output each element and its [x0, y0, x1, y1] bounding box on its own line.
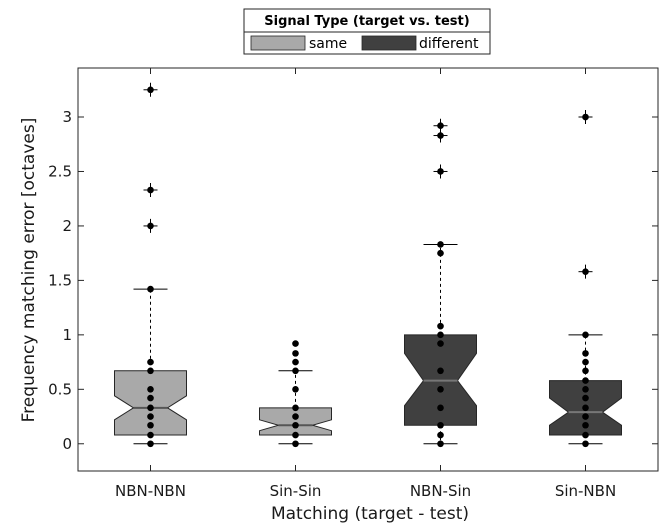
legend-title: Signal Type (target vs. test) — [264, 14, 469, 29]
data-point — [582, 358, 589, 366]
y-axis: 0 0.5 1 1.5 2 2.5 3 — [48, 108, 658, 453]
data-point — [437, 241, 444, 248]
data-point — [437, 440, 444, 448]
legend-label-same: same — [309, 36, 347, 52]
notched-box — [259, 407, 332, 436]
data-point — [582, 367, 589, 375]
x-tick-label: Sin-Sin — [270, 482, 322, 500]
data-point — [292, 413, 299, 420]
data-point — [147, 186, 154, 194]
box-group-nbn-nbn — [114, 82, 187, 448]
data-point — [292, 350, 299, 357]
legend-label-different: different — [419, 36, 479, 52]
data-point — [582, 377, 589, 384]
data-point — [147, 367, 154, 375]
notched-box — [114, 370, 187, 436]
data-point — [437, 340, 444, 347]
data-point — [292, 440, 299, 448]
data-point — [292, 358, 299, 366]
data-point — [437, 249, 444, 257]
x-tick-label: Sin-NBN — [555, 482, 616, 500]
data-point — [292, 340, 299, 347]
legend-swatch-same — [250, 35, 306, 51]
x-tick-label: NBN-Sin — [410, 482, 471, 500]
y-tick-label: 2 — [62, 217, 72, 235]
data-point — [582, 394, 589, 402]
data-point — [147, 285, 154, 293]
data-point — [437, 367, 444, 375]
data-point — [582, 350, 589, 357]
boxes — [114, 82, 622, 448]
data-point — [437, 386, 444, 393]
data-point — [437, 421, 444, 429]
data-point — [437, 168, 444, 175]
data-point — [437, 322, 444, 330]
data-point — [147, 421, 154, 429]
data-point — [582, 331, 589, 339]
data-point — [582, 440, 589, 448]
data-point — [582, 421, 589, 429]
data-point — [147, 404, 154, 412]
y-tick-label: 1.5 — [48, 271, 72, 289]
legend: Signal Type (target vs. test) same diffe… — [243, 8, 491, 55]
data-point — [582, 113, 589, 121]
x-tick-label: NBN-NBN — [115, 482, 186, 500]
data-point — [147, 86, 154, 94]
data-point — [147, 358, 154, 366]
box-group-sin-sin — [259, 340, 332, 448]
data-point — [292, 421, 299, 429]
data-point — [437, 331, 444, 339]
data-point — [147, 394, 154, 402]
y-tick-label: 0 — [62, 435, 72, 453]
data-point — [292, 431, 299, 439]
box-group-sin-nbn — [549, 110, 622, 448]
data-point — [437, 132, 444, 139]
data-point — [437, 431, 444, 439]
data-point — [147, 386, 154, 393]
data-point — [292, 367, 299, 375]
data-point — [292, 386, 299, 393]
data-point — [582, 268, 589, 275]
data-point — [437, 122, 444, 130]
y-axis-label: Frequency matching error [octaves] — [19, 118, 39, 423]
y-tick-label: 2.5 — [48, 162, 72, 180]
x-axis: NBN-NBN Sin-Sin NBN-Sin Sin-NBN — [115, 68, 616, 500]
y-tick-label: 1 — [62, 326, 72, 344]
data-point — [582, 404, 589, 412]
data-point — [437, 404, 444, 412]
data-point — [147, 440, 154, 448]
data-point — [292, 404, 299, 412]
box-group-nbn-sin — [404, 118, 477, 448]
data-point — [147, 413, 154, 420]
y-tick-label: 3 — [62, 108, 72, 126]
x-axis-label: Matching (target - test) — [271, 504, 469, 524]
data-point — [147, 222, 154, 230]
y-tick-label: 0.5 — [48, 380, 72, 398]
data-point — [582, 413, 589, 420]
legend-swatch-different — [361, 35, 417, 51]
data-point — [582, 431, 589, 439]
data-point — [582, 386, 589, 393]
data-point — [147, 431, 154, 439]
